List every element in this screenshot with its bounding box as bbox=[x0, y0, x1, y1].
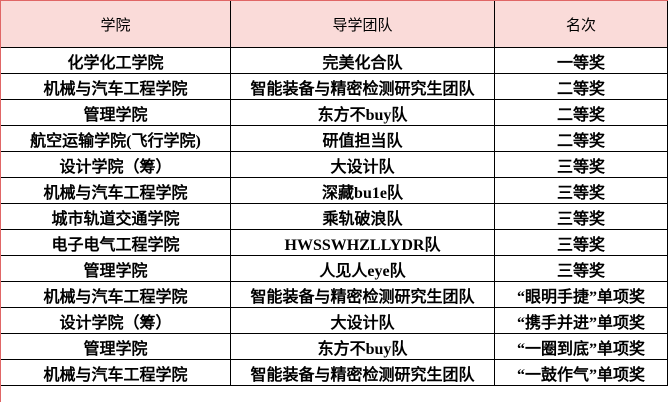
table-row: 航空运输学院(飞行学院) 研值担当队 二等奖 bbox=[0, 125, 668, 152]
table-row: 管理学院 东方不buy队 “一圈到底”单项奖 bbox=[0, 333, 668, 360]
cell-team: 完美化合队 bbox=[230, 47, 495, 74]
cell-college: 设计学院（筹） bbox=[0, 307, 231, 334]
table-row: 城市轨道交通学院 乘轨破浪队 三等奖 bbox=[0, 203, 668, 230]
cell-rank: 二等奖 bbox=[494, 125, 668, 152]
cell-college: 设计学院（筹） bbox=[0, 151, 231, 178]
table-row: 设计学院（筹） 大设计队 “携手并进”单项奖 bbox=[0, 307, 668, 334]
header-row: 学院 导学团队 名次 bbox=[0, 0, 668, 48]
cell-college: 机械与汽车工程学院 bbox=[0, 73, 231, 100]
cell-rank: 二等奖 bbox=[494, 73, 668, 100]
table-row: 管理学院 东方不buy队 二等奖 bbox=[0, 99, 668, 126]
cell-team: 智能装备与精密检测研究生团队 bbox=[230, 359, 495, 386]
cell-rank: “一鼓作气”单项奖 bbox=[494, 359, 668, 386]
cell-college: 管理学院 bbox=[0, 333, 231, 360]
table-row: 机械与汽车工程学院 智能装备与精密检测研究生团队 “一鼓作气”单项奖 bbox=[0, 359, 668, 386]
table-body: 化学化工学院 完美化合队 一等奖 机械与汽车工程学院 智能装备与精密检测研究生团队 二等奖… bbox=[0, 47, 668, 386]
cell-college: 航空运输学院(飞行学院) bbox=[0, 125, 231, 152]
cell-team: 东方不buy队 bbox=[230, 333, 495, 360]
cell-rank: 三等奖 bbox=[494, 255, 668, 282]
cell-college: 化学化工学院 bbox=[0, 47, 231, 74]
cell-college: 机械与汽车工程学院 bbox=[0, 281, 231, 308]
cell-rank: “眼明手捷”单项奖 bbox=[494, 281, 668, 308]
cell-rank: “携手并进”单项奖 bbox=[494, 307, 668, 334]
cell-rank: 三等奖 bbox=[494, 229, 668, 256]
cell-rank: 三等奖 bbox=[494, 151, 668, 178]
cell-college: 管理学院 bbox=[0, 99, 231, 126]
cell-team: 人见人eye队 bbox=[230, 255, 495, 282]
awards-table: 学院 导学团队 名次 化学化工学院 完美化合队 一等奖 机械与汽车工程学院 智能装备与精… bbox=[0, 0, 668, 386]
cell-team: 研值担当队 bbox=[230, 125, 495, 152]
cell-rank: “一圈到底”单项奖 bbox=[494, 333, 668, 360]
table-row: 设计学院（筹） 大设计队 三等奖 bbox=[0, 151, 668, 178]
cell-team: 东方不buy队 bbox=[230, 99, 495, 126]
cell-team: 智能装备与精密检测研究生团队 bbox=[230, 281, 495, 308]
table-row: 机械与汽车工程学院 深藏bu1e队 三等奖 bbox=[0, 177, 668, 204]
cell-team: 乘轨破浪队 bbox=[230, 203, 495, 230]
table-header: 学院 导学团队 名次 bbox=[0, 0, 668, 48]
header-team: 导学团队 bbox=[230, 0, 495, 48]
header-college: 学院 bbox=[0, 0, 231, 48]
cell-college: 管理学院 bbox=[0, 255, 231, 282]
cell-rank: 三等奖 bbox=[494, 203, 668, 230]
table-row: 管理学院 人见人eye队 三等奖 bbox=[0, 255, 668, 282]
cell-team: HWSSWHZLLYDR队 bbox=[230, 229, 495, 256]
cell-college: 机械与汽车工程学院 bbox=[0, 177, 231, 204]
cell-rank: 三等奖 bbox=[494, 177, 668, 204]
cell-team: 深藏bu1e队 bbox=[230, 177, 495, 204]
table-row: 机械与汽车工程学院 智能装备与精密检测研究生团队 二等奖 bbox=[0, 73, 668, 100]
cell-team: 大设计队 bbox=[230, 307, 495, 334]
cell-college: 机械与汽车工程学院 bbox=[0, 359, 231, 386]
cell-rank: 一等奖 bbox=[494, 47, 668, 74]
cell-team: 大设计队 bbox=[230, 151, 495, 178]
accent-line-left bbox=[0, 0, 1, 402]
accent-line-top bbox=[0, 0, 668, 1]
table-row: 化学化工学院 完美化合队 一等奖 bbox=[0, 47, 668, 74]
cell-college: 电子电气工程学院 bbox=[0, 229, 231, 256]
cell-team: 智能装备与精密检测研究生团队 bbox=[230, 73, 495, 100]
cell-rank: 二等奖 bbox=[494, 99, 668, 126]
table-row: 机械与汽车工程学院 智能装备与精密检测研究生团队 “眼明手捷”单项奖 bbox=[0, 281, 668, 308]
header-rank: 名次 bbox=[494, 0, 668, 48]
table-row: 电子电气工程学院 HWSSWHZLLYDR队 三等奖 bbox=[0, 229, 668, 256]
cell-college: 城市轨道交通学院 bbox=[0, 203, 231, 230]
